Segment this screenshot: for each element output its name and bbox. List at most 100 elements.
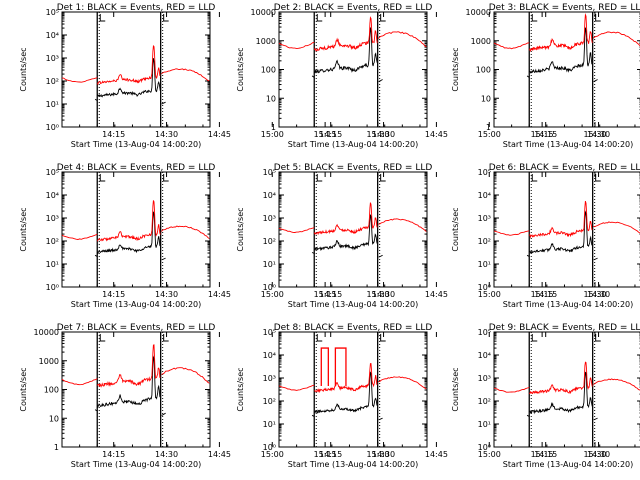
y-tick-label: 10¹ bbox=[478, 420, 491, 429]
marker-flag bbox=[595, 174, 601, 182]
y-tick-label: 10⁰ bbox=[478, 283, 491, 292]
marker-flag bbox=[99, 334, 106, 342]
x-tick-label: 14:30 bbox=[587, 450, 610, 459]
y-tick-label: 10⁴ bbox=[263, 191, 276, 200]
x-tick-label: 14:30 bbox=[372, 130, 395, 139]
y-tick-label: 10¹ bbox=[263, 260, 276, 269]
y-tick-label: 1 bbox=[486, 123, 491, 132]
y-tick-label: 10² bbox=[478, 237, 491, 246]
x-axis-label: Start Time (13-Aug-04 14:00:20) bbox=[503, 460, 634, 469]
x-tick-label: 15:00 bbox=[261, 290, 284, 299]
y-tick-label: 10³ bbox=[263, 214, 276, 223]
y-tick-label: 10⁰ bbox=[478, 443, 491, 452]
detector-panel: 10⁰10¹10²10³10⁴10⁵14:1514:3014:4515:0015… bbox=[451, 163, 640, 309]
y-tick-label: 10² bbox=[46, 237, 59, 246]
events-series-line bbox=[94, 98, 98, 101]
y-tick-label: 100 bbox=[44, 386, 59, 395]
marker-flag bbox=[316, 14, 323, 22]
marker-flag bbox=[531, 14, 538, 22]
events-series-line bbox=[311, 75, 315, 78]
y-tick-label: 10⁵ bbox=[46, 8, 59, 17]
y-tick-label: 10 bbox=[481, 94, 491, 103]
lld-series-line bbox=[313, 16, 378, 52]
marker-flag bbox=[99, 14, 106, 22]
plot-frame bbox=[61, 171, 211, 288]
plot-frame bbox=[493, 331, 640, 448]
lld-series-line bbox=[528, 13, 593, 53]
marker-flag bbox=[531, 334, 538, 342]
events-series-line bbox=[593, 417, 598, 421]
y-tick-label: 10³ bbox=[46, 214, 59, 223]
lld-series-line bbox=[529, 200, 593, 239]
y-tick-label: 1000 bbox=[39, 357, 59, 366]
y-tick-label: 10⁵ bbox=[263, 328, 276, 337]
y-tick-label: 10⁵ bbox=[478, 328, 491, 337]
events-series-line bbox=[96, 211, 161, 255]
x-tick-label: 15:15 bbox=[314, 450, 337, 459]
lld-series-line bbox=[378, 376, 427, 390]
lld-series-line bbox=[161, 68, 210, 82]
y-axis-label: Counts/sec bbox=[451, 367, 460, 411]
lld-series-line bbox=[278, 41, 315, 50]
lld-series-line bbox=[61, 378, 98, 386]
x-axis-label: Start Time (13-Aug-04 14:00:20) bbox=[71, 140, 202, 149]
plot-frame bbox=[61, 331, 211, 448]
y-axis-label: Counts/sec bbox=[236, 207, 245, 251]
x-tick-label: 15:15 bbox=[531, 130, 554, 139]
y-axis-label: Counts/sec bbox=[236, 47, 245, 91]
chart-title: Det 5: BLACK = Events, RED = LLD bbox=[274, 163, 433, 173]
x-tick-label: 15:15 bbox=[314, 290, 337, 299]
x-tick-label: 15:30 bbox=[366, 130, 389, 139]
events-series-line bbox=[378, 417, 383, 421]
y-tick-label: 10¹ bbox=[263, 420, 276, 429]
events-series-line bbox=[96, 355, 161, 409]
lld-burst-box bbox=[334, 347, 347, 386]
y-tick-label: 10⁴ bbox=[46, 31, 59, 40]
lld-series-line bbox=[61, 77, 98, 83]
plot-frame bbox=[61, 11, 211, 128]
chart-title: Det 6: BLACK = Events, RED = LLD bbox=[489, 163, 640, 173]
events-series-line bbox=[94, 254, 98, 257]
events-series-line bbox=[94, 409, 98, 412]
lld-series-line bbox=[96, 344, 161, 388]
y-tick-label: 10³ bbox=[478, 214, 491, 223]
x-axis-label: Start Time (13-Aug-04 14:00:20) bbox=[71, 300, 202, 309]
lld-series-line bbox=[493, 230, 530, 236]
lld-series-line bbox=[161, 367, 210, 384]
events-series-line bbox=[529, 371, 593, 415]
y-tick-label: 10 bbox=[266, 94, 276, 103]
events-series-line bbox=[311, 414, 315, 417]
x-tick-label: 14:30 bbox=[587, 130, 610, 139]
x-tick-label: 15:15 bbox=[531, 290, 554, 299]
x-axis-label: Start Time (13-Aug-04 14:00:20) bbox=[71, 460, 202, 469]
events-series-line bbox=[593, 257, 598, 261]
lld-series-line bbox=[278, 385, 315, 391]
x-tick-label: 15:15 bbox=[314, 130, 337, 139]
lld-series-line bbox=[593, 31, 640, 47]
x-axis-label: Start Time (13-Aug-04 14:00:20) bbox=[288, 300, 419, 309]
lld-series-line bbox=[314, 363, 378, 394]
marker-flag bbox=[595, 14, 601, 22]
y-axis-label: Counts/sec bbox=[19, 367, 28, 411]
detector-panel: 1 10 100 1000 10000 14:15 14:30 14:45 15:00 15:15… bbox=[19, 323, 390, 469]
marker-flag bbox=[380, 174, 386, 182]
events-series-line bbox=[526, 254, 530, 257]
x-axis-label: Start Time (13-Aug-04 14:00:20) bbox=[503, 300, 634, 309]
lld-series-line bbox=[278, 227, 315, 233]
x-tick-label: 15:30 bbox=[366, 450, 389, 459]
chart-title: Det 3: BLACK = Events, RED = LLD bbox=[489, 3, 640, 13]
x-tick-label: 14:45 bbox=[425, 290, 448, 299]
x-axis-label: Start Time (13-Aug-04 14:00:20) bbox=[288, 140, 419, 149]
y-tick-label: 10³ bbox=[263, 374, 276, 383]
x-tick-label: 14:45 bbox=[208, 130, 231, 139]
y-axis-label: Counts/sec bbox=[451, 207, 460, 251]
x-tick-label: 14:15 bbox=[534, 290, 557, 299]
y-tick-label: 10³ bbox=[46, 54, 59, 63]
x-tick-label: 14:30 bbox=[372, 290, 395, 299]
events-series-line bbox=[314, 214, 378, 252]
y-tick-label: 10⁴ bbox=[478, 351, 491, 360]
lld-series-line bbox=[529, 361, 593, 395]
